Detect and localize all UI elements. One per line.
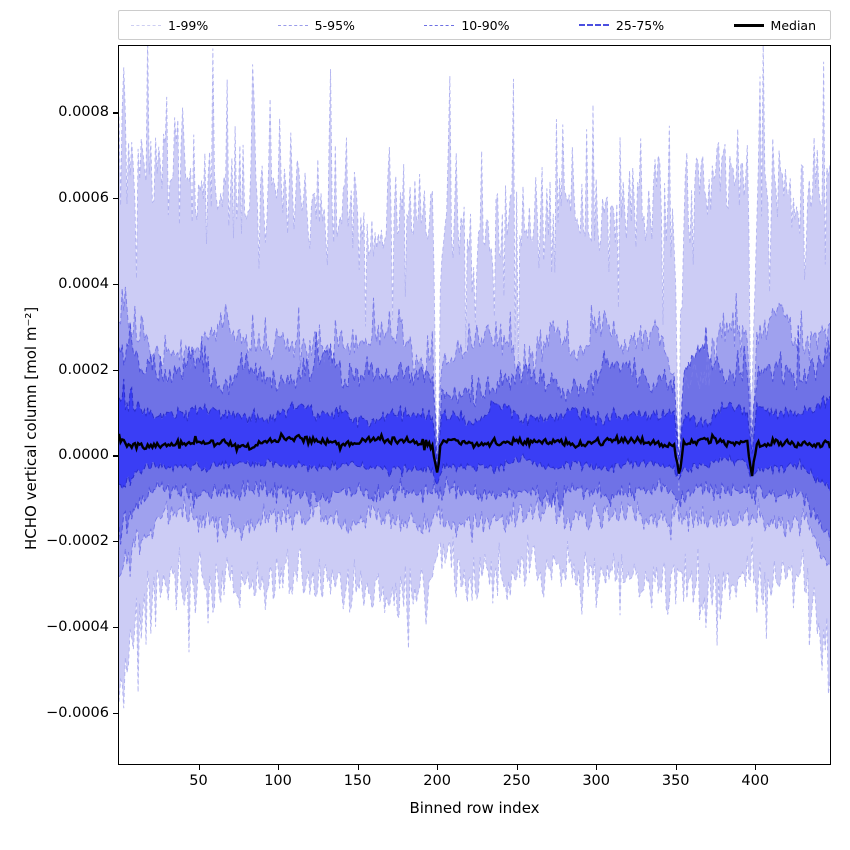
legend-item-10-90: 10-90%: [412, 17, 510, 33]
x-tick-mark: [755, 765, 757, 770]
x-tick-mark: [198, 765, 200, 770]
y-tick-mark: [113, 112, 118, 114]
legend-swatch-5-95: [277, 24, 308, 26]
y-tick-mark: [113, 541, 118, 543]
x-tick-label: 150: [343, 773, 372, 789]
x-tick-mark: [675, 765, 677, 770]
y-tick-mark: [113, 626, 118, 629]
y-tick-mark: [113, 283, 118, 286]
chart-canvas: [119, 46, 830, 709]
x-tick-label: 50: [189, 773, 208, 789]
x-tick-label: 400: [741, 773, 770, 789]
legend-swatch-median: [733, 23, 764, 27]
band-10-90-edge-p10: [119, 476, 830, 545]
chart-legend: 1-99% 5-95% 10-90% 25-75% Median: [118, 10, 831, 40]
band-5-95-edge-p95: [119, 286, 830, 484]
x-axis-label: Binned row index: [409, 799, 540, 817]
legend-item-5-95: 5-95%: [266, 18, 355, 33]
legend-swatch-1-99: [131, 24, 161, 26]
y-tick-label: −0.0002: [46, 533, 109, 550]
legend-item-median: Median: [722, 18, 830, 33]
band-25-75-edge-p25: [119, 452, 830, 492]
legend-swatch-25-75: [578, 24, 609, 26]
y-tick-label: −0.0006: [46, 704, 109, 721]
y-axis-label: HCHO vertical column [mol m⁻²]: [22, 306, 40, 550]
x-tick-label: 100: [264, 773, 292, 789]
y-tick-mark: [113, 712, 118, 714]
x-tick-mark: [278, 765, 280, 770]
y-tick-label: 0.0002: [58, 361, 109, 378]
band-25-75-fill: [119, 378, 830, 492]
legend-label-median: Median: [770, 17, 816, 33]
x-tick-mark: [596, 765, 598, 770]
y-tick-label: −0.0004: [46, 618, 109, 635]
x-tick-mark: [357, 765, 359, 770]
legend-label-1-99: 1-99%: [168, 17, 209, 33]
y-tick-label: 0.0004: [58, 275, 109, 292]
x-tick-label: 200: [423, 773, 451, 789]
y-tick-label: 0.0008: [58, 104, 109, 121]
median-line: [119, 431, 830, 477]
x-tick-label: 300: [582, 773, 611, 789]
legend-label-5-95: 5-95%: [314, 17, 355, 33]
y-tick-label: 0.0000: [58, 447, 109, 464]
x-tick-mark: [516, 765, 518, 770]
legend-item-1-99: 1-99%: [119, 18, 208, 33]
y-tick-mark: [113, 198, 118, 200]
y-tick-label: 0.0006: [58, 190, 109, 207]
y-tick-mark: [113, 369, 118, 371]
x-tick-label: 250: [502, 773, 531, 789]
y-tick-mark: [113, 455, 118, 457]
x-tick-label: 350: [661, 773, 690, 789]
x-tick-mark: [437, 765, 439, 770]
band-10-90-edge-p90: [119, 321, 830, 468]
legend-label-25-75: 25-75%: [615, 17, 665, 33]
band-1-99-edge-p1: [119, 533, 830, 709]
legend-swatch-10-90: [424, 24, 455, 26]
legend-item-25-75: 25-75%: [567, 18, 664, 33]
legend-label-10-90: 10-90%: [461, 17, 510, 33]
plot-area: [118, 45, 831, 765]
band-1-99-edge-p99: [119, 46, 830, 491]
band-5-95-edge-p5: [119, 495, 830, 578]
band-25-75-edge-p75: [119, 378, 830, 465]
